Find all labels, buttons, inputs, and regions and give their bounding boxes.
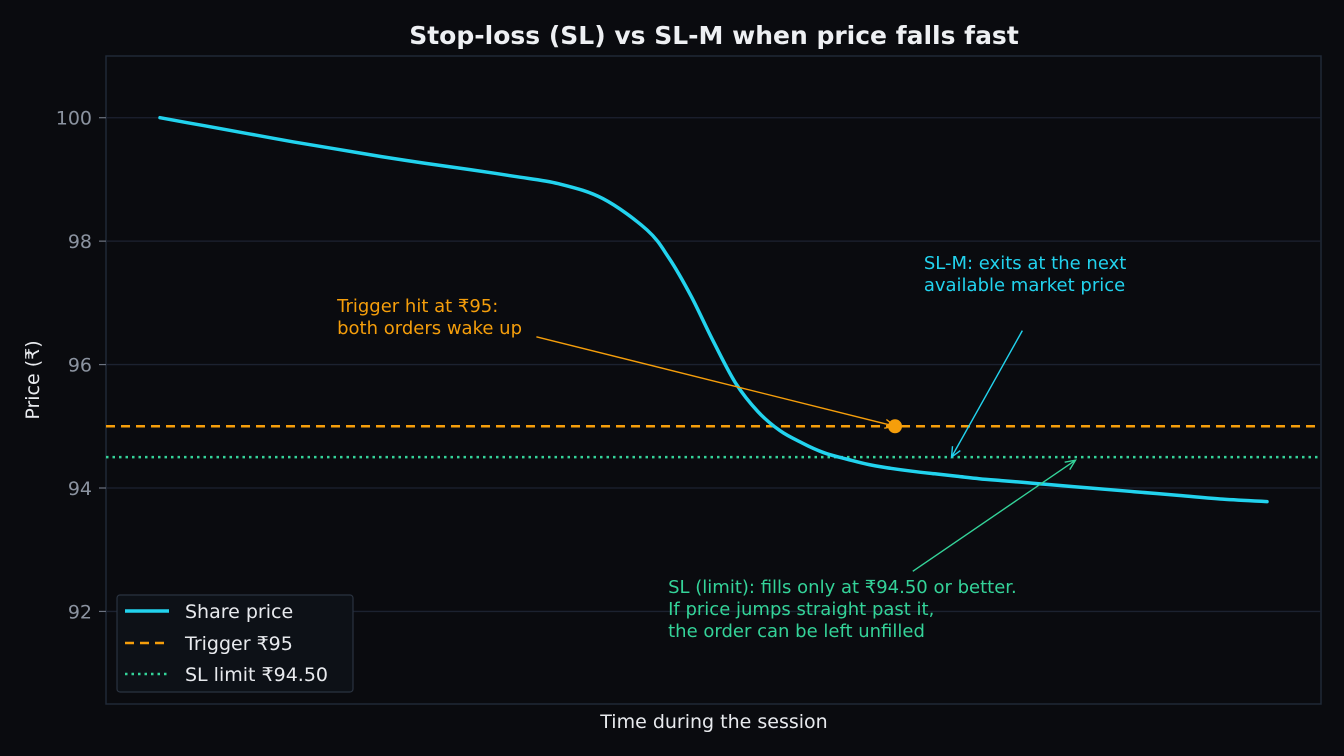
annotation-arrowhead-2 [1064, 459, 1077, 470]
y-tick-label-100: 100 [56, 108, 92, 130]
annotations: Trigger hit at ₹95:both orders wake up SL… [336, 253, 1126, 642]
annotation-text-2-line-0: SL (limit): fills only at ₹94.50 or bett… [668, 577, 1017, 598]
y-tick-label-94: 94 [68, 478, 92, 500]
trigger-marker [888, 419, 903, 434]
annotation-text-1-line-1: available market price [924, 275, 1125, 296]
annotation-arrow-0 [536, 336, 896, 427]
y-tick-label-92: 92 [68, 601, 92, 623]
annotation-text-0-line-0: Trigger hit at ₹95: [336, 296, 498, 317]
annotation-text-2-line-2: the order can be left unfilled [668, 621, 925, 642]
annotation-arrowhead-1 [950, 446, 961, 459]
legend-label-sl-limit: SL limit ₹94.50 [185, 664, 328, 686]
y-axis-ticks: 92 94 96 98 100 [56, 108, 106, 623]
annotation-text-2-line-1: If price jumps straight past it, [668, 599, 934, 620]
legend: Share price Trigger ₹95 SL limit ₹94.50 [116, 594, 354, 693]
legend-box [116, 594, 354, 693]
legend-label-trigger: Trigger ₹95 [184, 633, 293, 655]
series-line-0 [158, 115, 1269, 504]
x-axis-label: Time during the session [599, 711, 827, 733]
annotation-arrow-2 [912, 459, 1076, 572]
annotation-text-0-line-1: both orders wake up [337, 318, 522, 339]
annotation-text-1-line-0: SL-M: exits at the next [924, 253, 1126, 274]
reference-lines [106, 425, 1321, 459]
y-tick-label-98: 98 [68, 231, 92, 253]
series-group [158, 115, 1269, 504]
legend-label-share-price: Share price [185, 601, 293, 623]
annotation-arrow-1 [950, 330, 1023, 458]
chart-title: Stop-loss (SL) vs SL-M when price falls … [409, 21, 1019, 50]
y-tick-label-96: 96 [68, 355, 92, 377]
y-axis-label: Price (₹) [22, 340, 44, 419]
